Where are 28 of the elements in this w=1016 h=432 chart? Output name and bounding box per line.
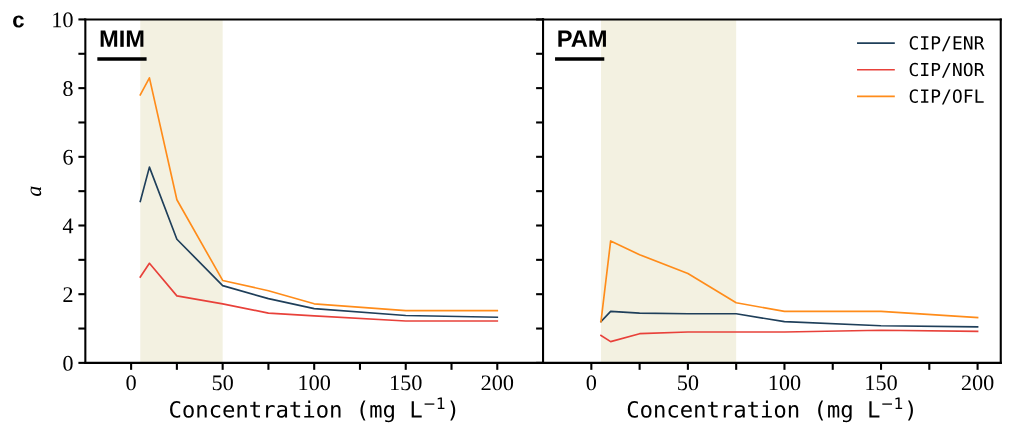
x-tick-label: 50	[678, 375, 699, 391]
y-tick-label: 6	[63, 149, 73, 165]
y-axis-title: a	[30, 186, 42, 197]
x-axis-title: Concentration (mg L$^{−1}$)	[627, 397, 913, 423]
y-tick-label: 8	[63, 81, 73, 97]
x-tick-label: 200	[961, 375, 994, 391]
chart-title: MIM	[100, 30, 144, 47]
x-tick-label: 0	[586, 375, 597, 391]
x-tick-label: 150	[391, 375, 422, 391]
legend-label: CIP/OFL	[909, 89, 984, 105]
y-tick-label: 2	[63, 287, 73, 302]
x-tick-label: 0	[126, 375, 136, 391]
x-tick-label: 100	[299, 375, 331, 391]
y-tick-label: 0	[63, 355, 73, 371]
y-tick-label: 10	[53, 12, 73, 28]
x-tick-label: 100	[769, 375, 801, 391]
chart-title: PAM	[558, 30, 606, 47]
text: c	[13, 15, 24, 28]
line-series	[139, 166, 499, 319]
y-tick-label: 4	[62, 218, 74, 234]
legend-label: CIP/ENR	[909, 36, 985, 52]
x-tick-label: 200	[481, 375, 514, 391]
line-series	[139, 76, 499, 312]
legend-label: CIP/NOR	[909, 62, 985, 78]
x-tick-label: 50	[212, 375, 233, 391]
line-series	[139, 262, 499, 322]
x-tick-label: 150	[866, 375, 897, 391]
x-axis-title: Concentration (mg L$^{−1}$)	[170, 397, 456, 423]
